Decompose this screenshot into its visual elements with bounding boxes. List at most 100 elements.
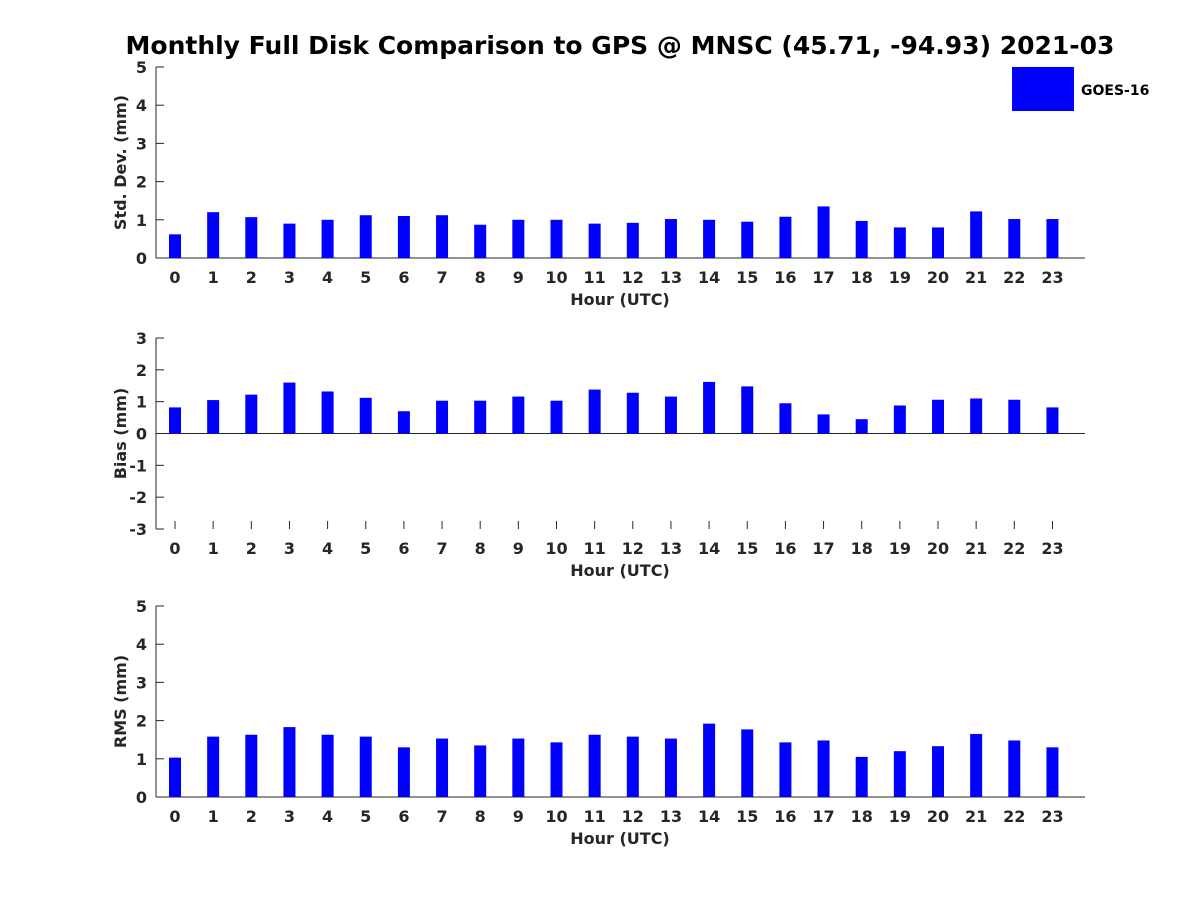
x-tick-label: 14 bbox=[698, 807, 720, 826]
x-tick-label: 12 bbox=[622, 539, 644, 558]
x-tick-label: 6 bbox=[398, 268, 409, 287]
bar-hour-23 bbox=[1046, 747, 1059, 797]
x-tick-label: 0 bbox=[169, 268, 180, 287]
bar-hour-16 bbox=[779, 403, 792, 434]
x-tick-label: 4 bbox=[322, 268, 333, 287]
x-tick-label: 11 bbox=[584, 268, 606, 287]
y-tick-label: 1 bbox=[136, 393, 147, 412]
x-tick-label: 7 bbox=[436, 268, 447, 287]
bar-hour-23 bbox=[1046, 219, 1059, 258]
bar-hour-4 bbox=[321, 734, 334, 797]
x-tick-label: 14 bbox=[698, 268, 720, 287]
x-tick-label: 21 bbox=[965, 539, 987, 558]
bar-hour-13 bbox=[664, 396, 677, 434]
bar-hour-7 bbox=[436, 215, 449, 258]
x-tick-label: 22 bbox=[1003, 807, 1025, 826]
x-tick-label: 15 bbox=[736, 539, 758, 558]
x-tick-label: 0 bbox=[169, 807, 180, 826]
bar-hour-6 bbox=[397, 747, 410, 797]
x-tick-label: 2 bbox=[246, 539, 257, 558]
bar-hour-10 bbox=[550, 219, 563, 258]
x-tick-label: 22 bbox=[1003, 268, 1025, 287]
y-tick-label: -3 bbox=[129, 520, 147, 539]
bar-hour-11 bbox=[588, 389, 601, 434]
x-tick-label: 12 bbox=[622, 807, 644, 826]
chart-title: Monthly Full Disk Comparison to GPS @ MN… bbox=[126, 31, 1115, 60]
bar-hour-14 bbox=[703, 723, 716, 797]
bar-hour-20 bbox=[932, 746, 944, 797]
y-tick-label: 1 bbox=[136, 211, 147, 230]
x-tick-label: 20 bbox=[927, 268, 949, 287]
x-tick-label: 15 bbox=[736, 268, 758, 287]
bar-hour-7 bbox=[436, 400, 449, 434]
bar-hour-2 bbox=[245, 217, 258, 258]
bar-hour-19 bbox=[893, 405, 906, 434]
x-tick-label: 3 bbox=[284, 268, 295, 287]
bar-hour-14 bbox=[703, 381, 716, 434]
legend-label: GOES-16 bbox=[1081, 83, 1149, 99]
bar-hour-21 bbox=[970, 733, 983, 797]
bar-hour-3 bbox=[283, 727, 296, 797]
x-tick-label: 10 bbox=[545, 807, 567, 826]
x-tick-label: 7 bbox=[436, 807, 447, 826]
bar-hour-8 bbox=[474, 745, 487, 797]
x-tick-label: 13 bbox=[660, 807, 682, 826]
bar-hour-2 bbox=[245, 734, 258, 797]
bar-hour-18 bbox=[855, 756, 868, 797]
y-tick-label: 4 bbox=[136, 635, 147, 654]
y-tick-label: 2 bbox=[136, 712, 147, 731]
x-tick-label: 15 bbox=[736, 807, 758, 826]
y-tick-label: 2 bbox=[136, 173, 147, 192]
x-tick-label: 16 bbox=[774, 539, 796, 558]
bar-hour-17 bbox=[817, 206, 830, 258]
bar-hour-8 bbox=[474, 224, 487, 258]
x-tick-label: 9 bbox=[513, 807, 524, 826]
bar-hour-15 bbox=[741, 221, 754, 258]
bar-hour-6 bbox=[397, 215, 410, 258]
bar-hour-13 bbox=[664, 219, 677, 258]
bar-hour-20 bbox=[932, 227, 944, 258]
x-tick-label: 22 bbox=[1003, 539, 1025, 558]
bar-hour-12 bbox=[626, 736, 639, 797]
bar-hour-1 bbox=[207, 212, 220, 258]
bar-hour-1 bbox=[207, 400, 220, 434]
x-tick-label: 18 bbox=[851, 539, 873, 558]
bar-hour-5 bbox=[359, 397, 372, 434]
x-tick-label: 12 bbox=[622, 268, 644, 287]
x-tick-label: 23 bbox=[1041, 539, 1063, 558]
bar-hour-1 bbox=[207, 736, 220, 797]
x-tick-label: 9 bbox=[513, 268, 524, 287]
bar-hour-19 bbox=[893, 227, 906, 258]
bar-hour-0 bbox=[169, 757, 181, 797]
bar-hour-23 bbox=[1046, 407, 1059, 434]
y-axis-label: Std. Dev. (mm) bbox=[111, 95, 130, 230]
x-tick-label: 8 bbox=[475, 268, 486, 287]
bar-hour-18 bbox=[855, 419, 868, 434]
y-tick-label: 5 bbox=[136, 58, 147, 77]
x-tick-label: 21 bbox=[965, 268, 987, 287]
x-tick-label: 20 bbox=[927, 539, 949, 558]
x-tick-label: 4 bbox=[322, 807, 333, 826]
bar-hour-0 bbox=[169, 234, 181, 258]
x-tick-label: 1 bbox=[208, 807, 219, 826]
x-tick-label: 21 bbox=[965, 807, 987, 826]
x-tick-label: 8 bbox=[475, 539, 486, 558]
x-tick-label: 1 bbox=[208, 268, 219, 287]
x-axis-label: Hour (UTC) bbox=[570, 561, 670, 580]
y-tick-label: 0 bbox=[136, 249, 147, 268]
bar-hour-15 bbox=[741, 729, 754, 797]
legend: GOES-16 bbox=[1012, 67, 1149, 111]
x-tick-label: 9 bbox=[513, 539, 524, 558]
x-tick-label: 20 bbox=[927, 807, 949, 826]
x-tick-label: 13 bbox=[660, 539, 682, 558]
x-tick-label: 19 bbox=[889, 268, 911, 287]
x-tick-label: 11 bbox=[584, 539, 606, 558]
bar-hour-12 bbox=[626, 392, 639, 434]
y-tick-label: 0 bbox=[136, 425, 147, 444]
x-axis-label: Hour (UTC) bbox=[570, 829, 670, 848]
x-tick-label: 16 bbox=[774, 268, 796, 287]
